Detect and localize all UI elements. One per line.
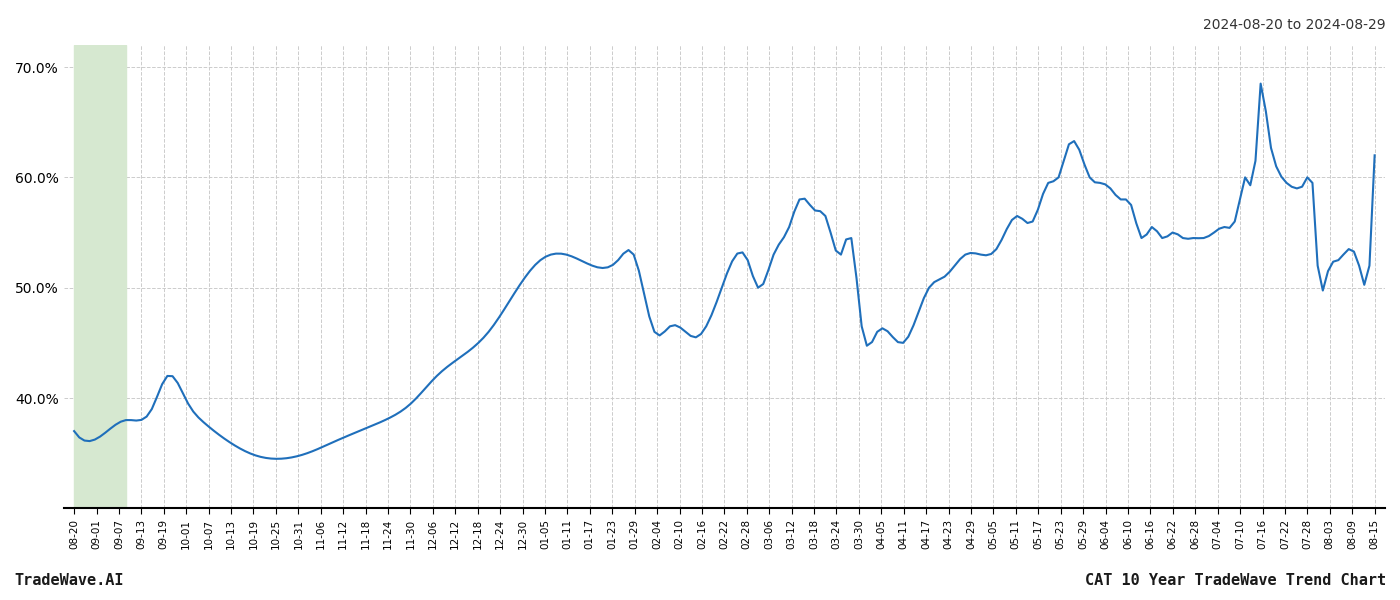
Text: CAT 10 Year TradeWave Trend Chart: CAT 10 Year TradeWave Trend Chart xyxy=(1085,573,1386,588)
Text: TradeWave.AI: TradeWave.AI xyxy=(14,573,123,588)
Text: 2024-08-20 to 2024-08-29: 2024-08-20 to 2024-08-29 xyxy=(1204,18,1386,32)
Bar xyxy=(74,45,126,508)
